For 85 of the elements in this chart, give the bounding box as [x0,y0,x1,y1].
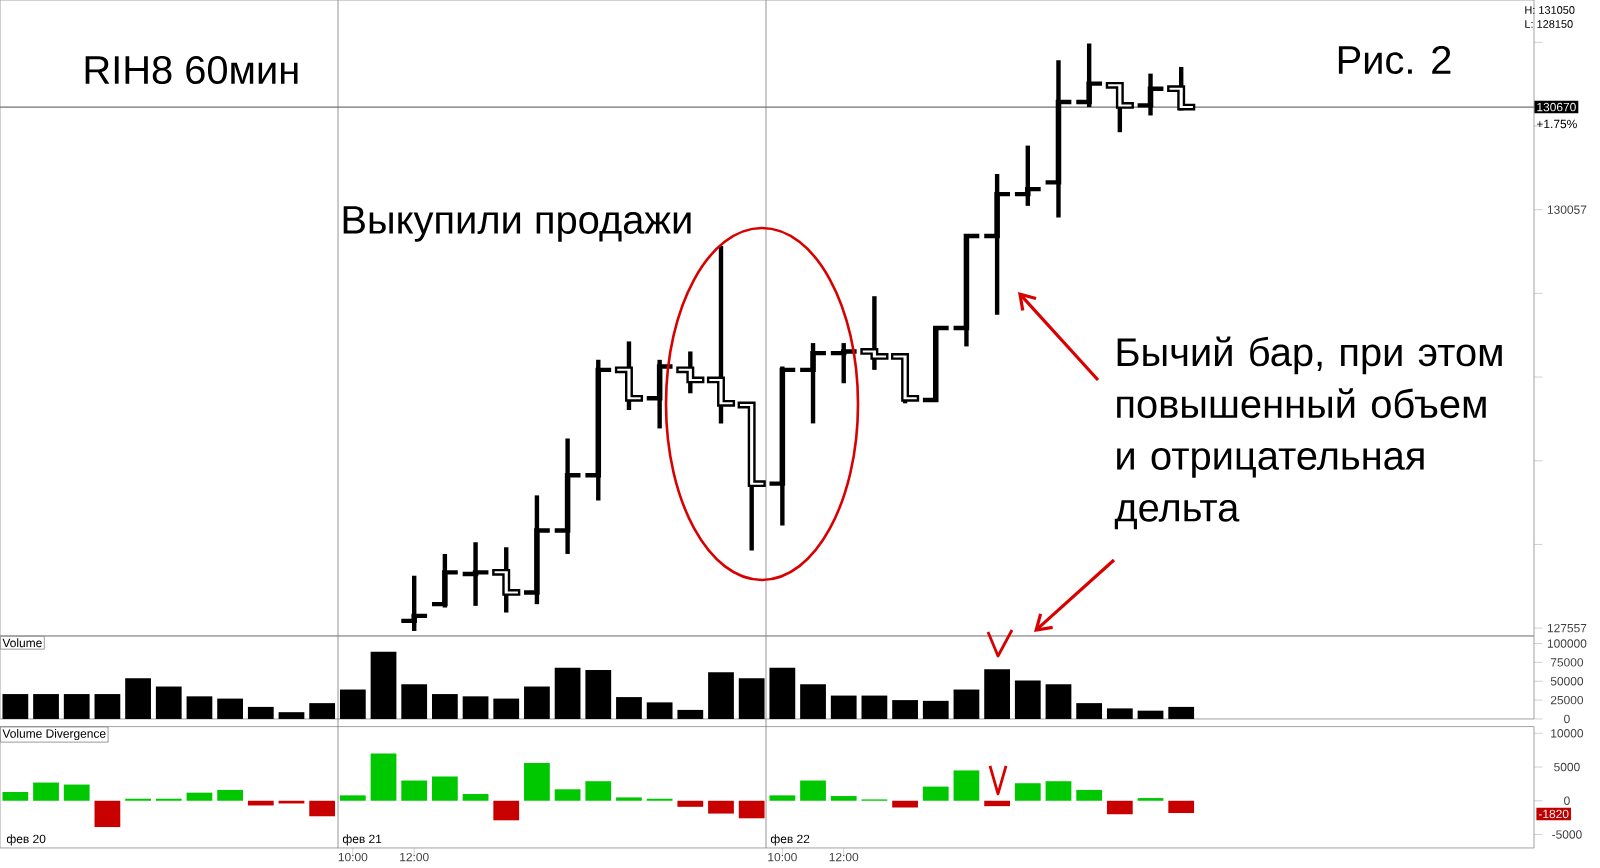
bar [922,786,949,801]
bar [431,776,458,801]
bar [339,795,366,801]
candlestick [462,540,489,609]
bar [738,678,765,719]
bar [892,800,918,808]
bar [830,695,857,719]
bar [585,781,612,801]
candlestick [800,340,826,426]
bar [1076,789,1103,801]
bar [1014,783,1041,801]
bar [493,698,520,719]
bar [370,651,397,719]
candlestick [1167,64,1196,113]
bar [155,686,182,719]
candlestick [614,339,644,413]
bar [217,789,243,801]
bar [63,694,90,719]
bar [708,672,734,719]
bar [401,684,428,719]
bar [524,686,550,719]
bar [677,709,704,719]
bar [616,697,642,719]
bar [33,694,59,719]
annotation: Бычий бар, при этом повышенный объем и отрицательная дельта [1114,336,1502,530]
bar [431,694,458,719]
bar [1106,800,1133,815]
text: RIH8 60мин [85,55,298,85]
bar [800,684,826,719]
bar [309,703,336,719]
bar [462,794,489,801]
bar [524,762,550,801]
bar [861,695,888,719]
bar [462,696,489,719]
bar [585,669,612,719]
bar [738,800,765,819]
bar [646,702,673,719]
candlestick [1137,71,1164,118]
candlestick [1105,81,1134,135]
bar [247,706,274,719]
bar [953,770,980,801]
bar [339,689,366,719]
bar [33,782,59,801]
candlestick [1076,41,1103,110]
bar [677,800,704,807]
bar [769,667,796,719]
bar [1045,684,1072,719]
bar [1106,708,1133,719]
bar [1076,703,1103,719]
bar [186,792,213,801]
bar [892,700,918,719]
candlestick [401,573,428,634]
candlestick [1014,143,1041,209]
bar [922,700,949,719]
bar [63,784,90,801]
candlestick [431,551,458,610]
bar [554,789,581,801]
bar [401,780,428,801]
bar [984,669,1011,719]
bar [800,780,826,801]
bar [370,753,397,801]
bar [493,800,520,821]
candlestick [984,171,1011,317]
bar [125,678,151,719]
bar [1137,710,1164,719]
bar [984,800,1011,807]
bar [1168,800,1195,814]
bar [554,667,581,719]
candlestick [492,545,521,615]
bar [278,712,305,719]
bar [1014,680,1041,719]
annotation: Рис. 2 [1338,45,1451,75]
bar [217,698,243,719]
bar [769,795,796,801]
bar [1168,706,1195,719]
bar [94,694,121,719]
bar [2,694,29,719]
bar [186,696,213,719]
annotation: Выкупили продажи [343,206,691,242]
bar [953,689,980,719]
bar [1045,781,1072,801]
bar [94,800,121,828]
bar [309,800,336,817]
bar [2,791,29,801]
bar [708,800,734,814]
